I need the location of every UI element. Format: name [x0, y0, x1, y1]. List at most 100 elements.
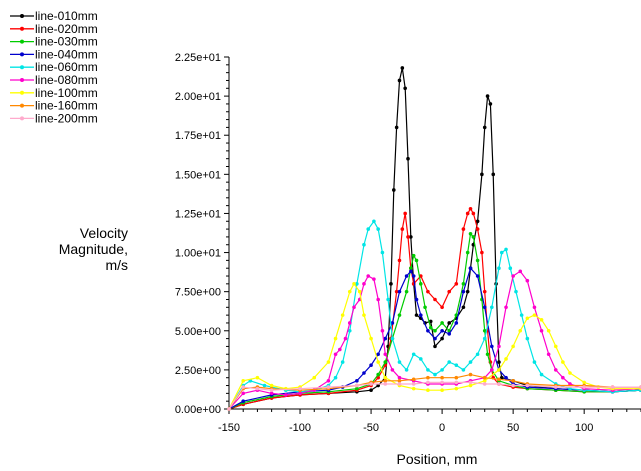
data-point [482, 375, 487, 380]
data-point [357, 289, 362, 294]
data-point [347, 289, 352, 294]
data-point [390, 321, 395, 325]
data-point [433, 344, 437, 349]
data-point [227, 407, 231, 411]
data-point [362, 242, 366, 247]
data-point [333, 352, 338, 357]
data-point [499, 250, 504, 255]
data-point [383, 336, 388, 341]
data-point [465, 250, 470, 255]
data-point [508, 266, 513, 271]
data-point [386, 297, 390, 302]
data-point [390, 336, 395, 341]
data-point [418, 357, 423, 361]
data-point [475, 274, 480, 278]
x-ticks: -150 -100 -50 0 50 100 [218, 409, 641, 434]
data-point [269, 383, 274, 388]
data-point [383, 352, 388, 357]
legend-label: line-030mm [35, 35, 98, 49]
data-point [480, 172, 484, 177]
data-point [369, 363, 373, 367]
data-point [480, 250, 484, 255]
legend-marker [20, 103, 24, 108]
data-point [376, 360, 380, 364]
legend-item: line-030mm [10, 35, 98, 49]
data-point [338, 347, 342, 352]
data-point [511, 344, 515, 349]
data-point [298, 386, 302, 391]
data-point [504, 357, 508, 361]
series-line-080mm [227, 269, 641, 411]
data-point [426, 289, 430, 294]
data-point [440, 328, 444, 333]
data-point [440, 321, 444, 325]
legend-marker [20, 26, 24, 31]
data-point [447, 289, 452, 294]
data-point [426, 375, 430, 380]
data-point [369, 382, 373, 386]
data-point [397, 289, 402, 294]
data-point [241, 391, 246, 396]
data-point [468, 383, 473, 388]
data-point [255, 386, 260, 391]
y-ticks: 0.00e+00 2.50e+00 5.00e+00 7.50e+00 1.00e+01… [175, 52, 229, 416]
data-point [326, 360, 331, 364]
legend-marker [20, 14, 24, 18]
data-point [326, 379, 331, 383]
data-point [546, 328, 551, 333]
data-point [383, 379, 388, 383]
data-point [490, 368, 494, 372]
data-point [433, 297, 437, 302]
data-point [454, 321, 459, 325]
data-point [499, 375, 504, 380]
legend-label: line-160mm [35, 99, 98, 113]
data-point [454, 375, 459, 380]
data-point [411, 382, 416, 386]
data-point [440, 375, 444, 380]
data-point [497, 344, 501, 349]
data-point [475, 352, 480, 357]
data-point [269, 391, 274, 396]
data-point [372, 277, 376, 281]
data-point [428, 325, 433, 330]
data-point [497, 382, 501, 386]
legend-label: line-200mm [35, 111, 98, 125]
data-point [376, 227, 380, 231]
data-point [454, 282, 459, 286]
series-line [228, 220, 641, 410]
legend-label: line-010mm [35, 9, 98, 23]
data-point [406, 235, 410, 239]
legend: line-010mmline-020mmline-030mmline-040mm… [10, 9, 98, 125]
data-point [491, 172, 496, 177]
data-point [485, 352, 490, 357]
data-point [461, 368, 466, 372]
data-point [414, 258, 419, 263]
data-point [465, 211, 470, 216]
data-point [380, 328, 385, 333]
data-point [404, 274, 409, 278]
data-point [539, 328, 544, 333]
legend-marker [20, 65, 24, 70]
y-tick-label: 2.00e+01 [175, 91, 221, 103]
data-point [525, 336, 530, 341]
data-point [539, 372, 544, 377]
y-tick-label: 1.00e+01 [175, 248, 221, 260]
data-point [241, 399, 246, 403]
y-tick-label: 0.00e+00 [175, 404, 221, 416]
data-point [471, 211, 476, 216]
legend-item: line-160mm [10, 99, 98, 113]
data-point [347, 328, 352, 333]
data-point [504, 305, 508, 310]
data-point [497, 368, 501, 372]
data-point [511, 274, 515, 278]
legend-item: line-100mm [10, 86, 98, 100]
data-point [418, 313, 423, 317]
data-point [461, 282, 466, 286]
data-point [347, 321, 352, 325]
data-point [518, 269, 523, 274]
data-point [333, 336, 338, 341]
series-line-100mm [227, 282, 641, 411]
data-point [362, 282, 366, 286]
data-point [269, 388, 274, 393]
data-point [400, 66, 405, 70]
